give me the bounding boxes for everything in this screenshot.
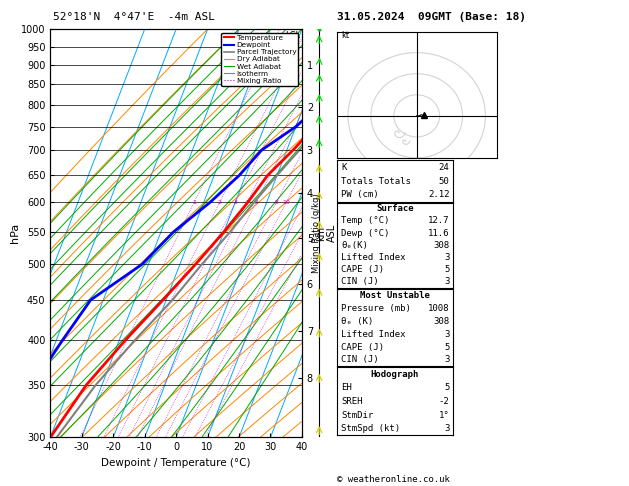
Text: Lifted Index: Lifted Index [341,253,406,262]
Text: K: K [341,163,347,172]
Text: 2.12: 2.12 [428,191,449,199]
Text: 31.05.2024  09GMT (Base: 18): 31.05.2024 09GMT (Base: 18) [337,12,525,22]
Text: CAPE (J): CAPE (J) [341,265,384,274]
Text: 5: 5 [444,383,449,392]
Text: 3: 3 [233,200,237,205]
Text: CAPE (J): CAPE (J) [341,343,384,351]
Text: EH: EH [341,383,352,392]
Text: 10: 10 [282,200,290,205]
Text: θₑ(K): θₑ(K) [341,241,368,250]
Text: 3: 3 [444,253,449,262]
Text: 24: 24 [438,163,449,172]
Text: θₑ (K): θₑ (K) [341,316,374,326]
Text: 1008: 1008 [428,304,449,312]
Legend: Temperature, Dewpoint, Parcel Trajectory, Dry Adiabat, Wet Adiabat, Isotherm, Mi: Temperature, Dewpoint, Parcel Trajectory… [221,33,298,86]
Text: 308: 308 [433,316,449,326]
Text: 3: 3 [444,277,449,286]
Text: 1: 1 [192,200,196,205]
Text: 3: 3 [444,424,449,433]
Text: 12.7: 12.7 [428,216,449,226]
Text: StmSpd (kt): StmSpd (kt) [341,424,400,433]
Text: StmDir: StmDir [341,411,374,419]
Y-axis label: hPa: hPa [9,223,19,243]
Text: SREH: SREH [341,397,363,406]
Text: Pressure (mb): Pressure (mb) [341,304,411,312]
Text: 2: 2 [218,200,221,205]
Text: 8: 8 [274,200,278,205]
Text: 4: 4 [245,200,249,205]
Text: 3: 3 [444,355,449,364]
Text: 3: 3 [444,330,449,339]
Text: 52°18'N  4°47'E  -4m ASL: 52°18'N 4°47'E -4m ASL [53,12,216,22]
Text: 5: 5 [444,265,449,274]
Y-axis label: km
ASL: km ASL [316,224,337,243]
Text: Totals Totals: Totals Totals [341,176,411,186]
Text: CIN (J): CIN (J) [341,277,379,286]
Text: PW (cm): PW (cm) [341,191,379,199]
Text: 5: 5 [254,200,258,205]
Text: Surface: Surface [376,204,413,213]
Text: Lifted Index: Lifted Index [341,330,406,339]
Text: © weatheronline.co.uk: © weatheronline.co.uk [337,474,450,484]
Text: Dewp (°C): Dewp (°C) [341,228,389,238]
Text: Most Unstable: Most Unstable [360,291,430,300]
Text: 1°: 1° [438,411,449,419]
Text: Mixing Ratio (g/kg): Mixing Ratio (g/kg) [312,193,321,273]
X-axis label: Dewpoint / Temperature (°C): Dewpoint / Temperature (°C) [101,458,251,468]
Text: Temp (°C): Temp (°C) [341,216,389,226]
Text: kt: kt [341,31,349,40]
Text: 11.6: 11.6 [428,228,449,238]
Text: -2: -2 [438,397,449,406]
Text: LCL: LCL [285,31,301,40]
Text: 5: 5 [444,343,449,351]
Text: 308: 308 [433,241,449,250]
Text: Hodograph: Hodograph [370,370,419,379]
Text: CIN (J): CIN (J) [341,355,379,364]
Text: 50: 50 [438,176,449,186]
